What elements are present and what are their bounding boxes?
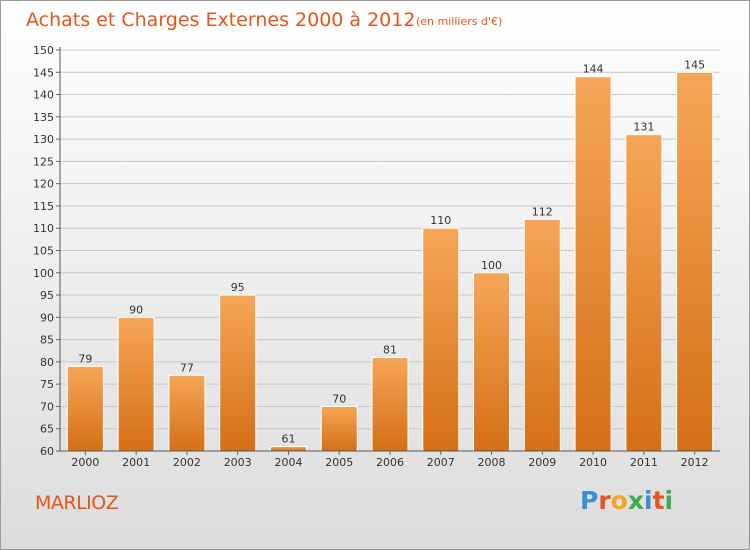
- bar-2000: [66, 365, 104, 452]
- bar-2003: [219, 294, 257, 452]
- x-tick-label-2003: 2003: [224, 456, 252, 469]
- y-axis-ticks: 60 65 70 75 80 85 90 95 100 105 110 115 120 125 130 135…: [33, 44, 60, 458]
- x-tick-label-2011: 2011: [630, 456, 658, 469]
- y-tick-label: 90: [40, 311, 54, 324]
- y-tick-label: 60: [40, 445, 54, 458]
- proxiti-logo: Proxiti: [580, 486, 674, 515]
- value-label-2002: 77: [180, 361, 194, 374]
- y-tick-label: 105: [33, 245, 54, 258]
- x-tick-label-2008: 2008: [478, 456, 506, 469]
- value-label-2012: 145: [684, 58, 705, 71]
- y-tick-label: 150: [33, 44, 54, 57]
- y-tick-label: 110: [33, 222, 54, 235]
- x-tick-label-2010: 2010: [579, 456, 607, 469]
- y-tick-label: 115: [33, 200, 54, 213]
- axes: [59, 47, 720, 452]
- y-tick-label: 85: [40, 334, 54, 347]
- bar-2010: [574, 76, 612, 452]
- y-tick-label: 80: [40, 356, 54, 369]
- bar-2005: [320, 405, 358, 452]
- x-axis-ticks: 2000 2001 2002 2003 2004 2005 2006 2007 2008 2009…: [71, 451, 709, 469]
- bar-2002: [168, 374, 206, 452]
- bars: [66, 71, 714, 452]
- value-label-2006: 81: [383, 343, 397, 356]
- x-tick-label-2006: 2006: [376, 456, 404, 469]
- value-label-2008: 100: [481, 259, 502, 272]
- value-label-2000: 79: [78, 352, 92, 365]
- x-tick-label-2002: 2002: [173, 456, 201, 469]
- x-tick-label-2012: 2012: [681, 456, 709, 469]
- value-label-2001: 90: [129, 303, 143, 316]
- bar-2001: [117, 316, 155, 452]
- x-tick-label-2005: 2005: [325, 456, 353, 469]
- bar-2011: [625, 134, 663, 452]
- value-label-2009: 112: [532, 205, 553, 218]
- y-tick-label: 120: [33, 178, 54, 191]
- value-label-2007: 110: [430, 214, 451, 227]
- bar-2009: [523, 218, 561, 452]
- y-tick-label: 125: [33, 155, 54, 168]
- value-label-2011: 131: [633, 121, 654, 134]
- y-tick-label: 75: [40, 378, 54, 391]
- bar-2004: [269, 446, 307, 452]
- y-tick-label: 145: [33, 66, 54, 79]
- value-label-2003: 95: [231, 281, 245, 294]
- x-tick-label-2009: 2009: [528, 456, 556, 469]
- location-name: MARLIOZ: [35, 492, 119, 514]
- bar-2006: [371, 356, 409, 452]
- x-tick-label-2004: 2004: [274, 456, 302, 469]
- bar-2012: [676, 71, 714, 452]
- y-tick-label: 65: [40, 423, 54, 436]
- y-tick-label: 95: [40, 289, 54, 302]
- value-label-2010: 144: [583, 63, 604, 76]
- value-label-2005: 70: [332, 392, 346, 405]
- y-tick-label: 135: [33, 111, 54, 124]
- chart-unit: (en milliers d'€): [416, 15, 502, 28]
- bar-2008: [473, 272, 511, 452]
- y-tick-label: 100: [33, 267, 54, 280]
- y-tick-label: 140: [33, 89, 54, 102]
- chart-title: Achats et Charges Externes 2000 à 2012: [26, 9, 415, 31]
- x-tick-label-2007: 2007: [427, 456, 455, 469]
- value-labels: 79 90 77 95 61 70 81 110 100 112 144 131 145: [78, 58, 705, 445]
- value-label-2004: 61: [281, 433, 295, 446]
- x-tick-label-2001: 2001: [122, 456, 150, 469]
- bar-2007: [422, 227, 460, 452]
- y-tick-label: 130: [33, 133, 54, 146]
- y-tick-label: 70: [40, 400, 54, 413]
- x-tick-label-2000: 2000: [71, 456, 99, 469]
